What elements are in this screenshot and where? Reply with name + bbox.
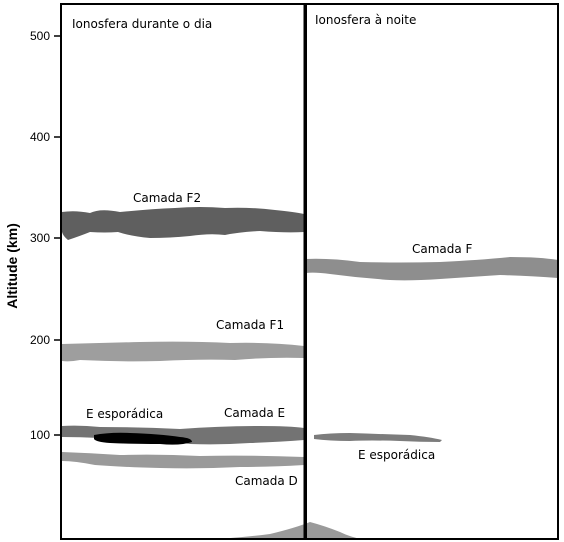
night-layer-e-sporadic xyxy=(314,433,442,442)
label-e: Camada E xyxy=(224,406,285,420)
day-panel-title: Ionosfera durante o dia xyxy=(72,17,212,31)
day-layer-d xyxy=(62,452,304,469)
y-axis-label: Altitude (km) xyxy=(4,223,20,309)
y-axis: 500 400 300 200 100 Altitude (km) xyxy=(4,29,61,442)
night-panel xyxy=(306,257,558,442)
tick-label-400: 400 xyxy=(30,130,50,144)
tick-label-100: 100 xyxy=(30,428,50,442)
label-day-e-sporadic: E esporádica xyxy=(86,407,163,421)
label-f1: Camada F1 xyxy=(216,318,284,332)
day-layer-e xyxy=(62,425,304,445)
night-layer-f xyxy=(306,257,558,281)
ground-mound xyxy=(200,522,365,540)
label-d: Camada D xyxy=(235,474,298,488)
night-panel-title: Ionosfera à noite xyxy=(315,13,416,27)
day-layer-f2 xyxy=(62,207,304,240)
label-night-e-sporadic: E esporádica xyxy=(358,448,435,462)
day-layer-f1 xyxy=(62,341,304,362)
tick-label-300: 300 xyxy=(30,231,50,245)
label-night-f: Camada F xyxy=(412,242,473,256)
day-layer-e-sporadic xyxy=(94,432,192,445)
day-panel xyxy=(62,207,304,469)
tick-label-500: 500 xyxy=(30,29,50,43)
label-f2: Camada F2 xyxy=(133,191,201,205)
tick-label-200: 200 xyxy=(30,333,50,347)
